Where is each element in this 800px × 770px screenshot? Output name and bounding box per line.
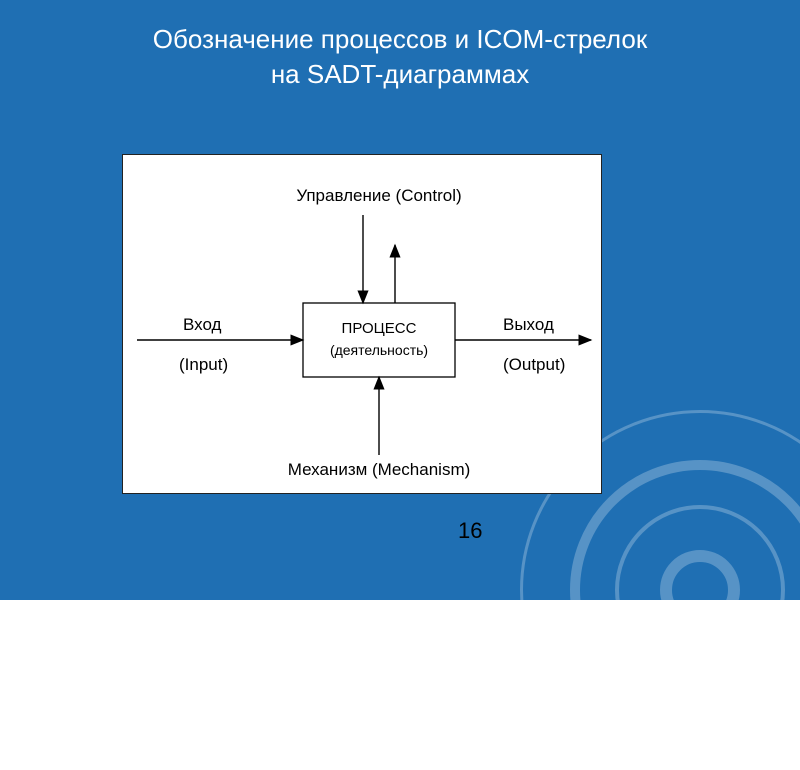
diagram-panel: ПРОЦЕСС (деятельность) Вход (Input) Выхо… (122, 154, 602, 494)
title-line2: на SADT-диаграммах (0, 57, 800, 92)
input-label-bottom: (Input) (179, 355, 228, 374)
slide-title: Обозначение процессов и ICOM-стрелок на … (0, 22, 800, 92)
icom-diagram: ПРОЦЕСС (деятельность) Вход (Input) Выхо… (123, 155, 603, 495)
process-label-sub: (деятельность) (330, 342, 428, 358)
process-box (303, 303, 455, 377)
input-label-top: Вход (183, 315, 222, 334)
output-label-top: Выход (503, 315, 554, 334)
control-label: Управление (Control) (296, 186, 461, 205)
output-label-bottom: (Output) (503, 355, 565, 374)
page-number: 16 (458, 518, 482, 544)
title-line1: Обозначение процессов и ICOM-стрелок (0, 22, 800, 57)
mechanism-label: Механизм (Mechanism) (288, 460, 471, 479)
slide: Обозначение процессов и ICOM-стрелок на … (0, 0, 800, 600)
process-label-main: ПРОЦЕСС (342, 320, 417, 337)
